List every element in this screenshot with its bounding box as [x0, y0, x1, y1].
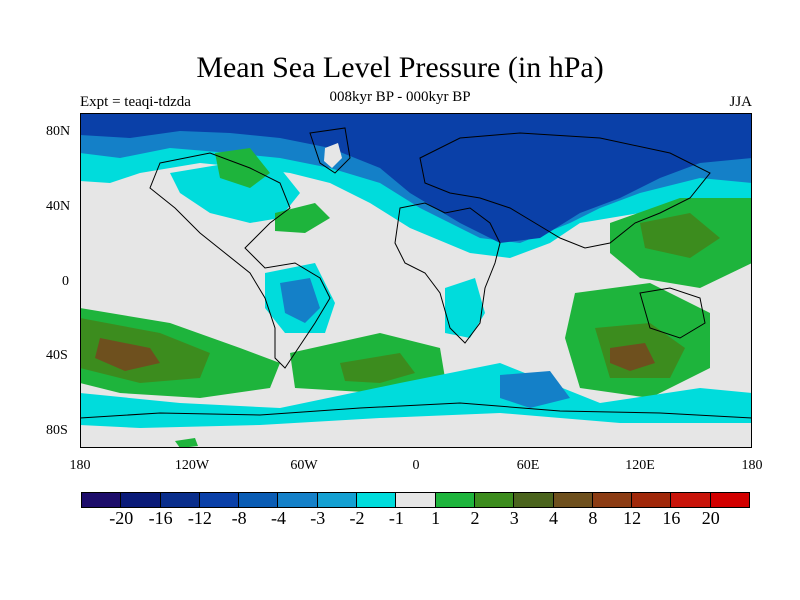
colorbar-box	[159, 492, 200, 508]
colorbar-label: 4	[549, 508, 559, 528]
colorbar-label: -1	[388, 508, 404, 528]
africa-low	[445, 278, 485, 338]
lat-label-80n: 80N	[46, 124, 71, 139]
lon-label-180e: 180	[741, 458, 763, 473]
colorbar-box	[395, 492, 436, 508]
colorbar-box	[120, 492, 161, 508]
colorbar-box	[81, 492, 122, 508]
experiment-label: Expt = teaqi-tdzda	[80, 94, 191, 110]
colorbar-label: 8	[588, 508, 598, 528]
lon-label-120e: 120E	[625, 458, 655, 473]
colorbar-box	[513, 492, 554, 508]
colorbar-box	[238, 492, 279, 508]
eurasia-low-region	[80, 113, 752, 243]
lon-label-0: 0	[412, 458, 420, 473]
lat-label-40n: 40N	[46, 199, 71, 214]
colorbar-label: 20	[701, 508, 720, 528]
colorbar-box	[356, 492, 397, 508]
colorbar-label: -2	[349, 508, 365, 528]
colorbar-label: 16	[662, 508, 681, 528]
coastlines	[80, 127, 752, 419]
colorbar-label: -4	[270, 508, 286, 528]
north-pacific-positive	[215, 148, 270, 188]
colorbar-label: 12	[623, 508, 642, 528]
colorbar-label: -16	[148, 508, 173, 528]
antarctic-positive	[175, 438, 198, 448]
north-america-low-region	[170, 163, 300, 223]
colorbar-box	[709, 492, 751, 508]
south-pacific-high-peak	[95, 338, 160, 371]
southern-ocean-core-low	[500, 371, 570, 408]
lon-label-120w: 120W	[174, 458, 210, 473]
colorbar-label: -20	[109, 508, 134, 528]
east-asia-high-core	[640, 213, 720, 258]
colorbar-label: -3	[310, 508, 326, 528]
colorbar-label: 3	[509, 508, 519, 528]
colorbar-box	[473, 492, 515, 508]
colorbar-box	[198, 492, 240, 508]
lon-label-60e: 60E	[516, 458, 540, 473]
colorbar-box	[631, 492, 672, 508]
south-america-core-low	[280, 278, 320, 323]
indian-ocean-high-peak	[610, 343, 655, 371]
chart-subtitle: 008kyr BP - 000kyr BP	[329, 89, 471, 105]
lon-label-60w: 60W	[290, 458, 318, 473]
colorbar-label: -8	[231, 508, 247, 528]
colorbar-box	[434, 492, 475, 508]
colorbar-label: -12	[187, 508, 212, 528]
colorbar	[81, 492, 751, 508]
colorbar-box	[316, 492, 358, 508]
lat-label-80s: 80S	[46, 423, 68, 438]
colorbar-label: 2	[470, 508, 480, 528]
colorbar-label: 1	[431, 508, 441, 528]
season-label: JJA	[729, 94, 752, 110]
colorbar-box	[670, 492, 711, 508]
lat-label-0: 0	[62, 274, 69, 289]
greenland-high-spot	[324, 143, 342, 168]
lat-label-40s: 40S	[46, 348, 68, 363]
chart-title: Mean Sea Level Pressure (in hPa)	[196, 51, 604, 84]
south-atlantic-high-core	[340, 353, 415, 383]
map-frame	[80, 113, 752, 448]
pressure-field-layer	[80, 113, 752, 448]
north-atlantic-positive	[275, 203, 330, 233]
colorbar-box	[552, 492, 593, 508]
colorbar-box	[277, 492, 318, 508]
colorbar-box	[591, 492, 633, 508]
pressure-map	[80, 113, 752, 448]
lon-label-180w: 180	[69, 458, 91, 473]
